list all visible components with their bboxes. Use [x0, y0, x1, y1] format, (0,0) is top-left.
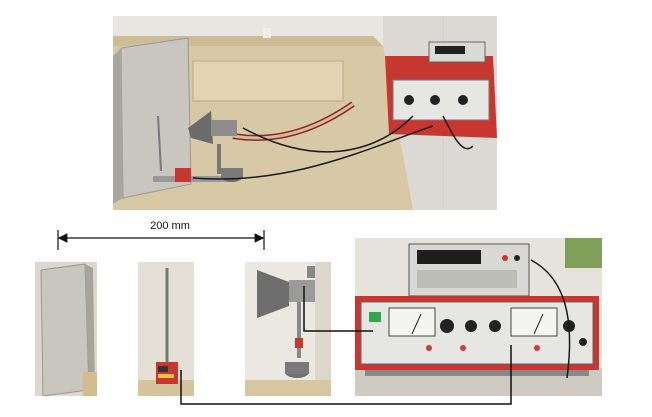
horn-antenna-photo — [245, 262, 331, 396]
measurement-instrument-photo — [355, 238, 602, 396]
reflector-plate-photo — [35, 262, 97, 396]
dimension-label: 200 mm — [150, 220, 190, 232]
dipole-probe-photo — [138, 262, 194, 396]
lab-setup-overview-photo — [113, 16, 497, 210]
